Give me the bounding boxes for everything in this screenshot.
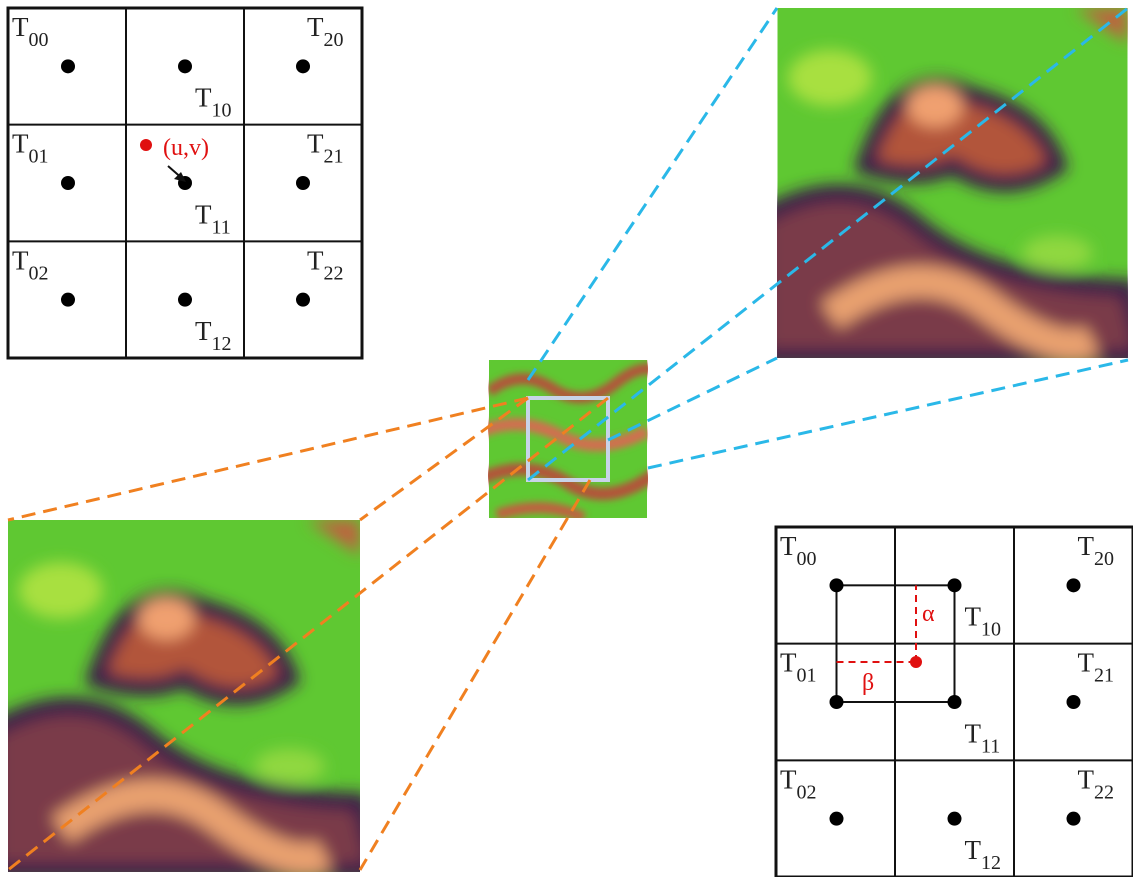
texel-center xyxy=(947,695,962,709)
texture-thumbnail xyxy=(481,360,663,518)
label-base: T xyxy=(307,245,324,275)
texel-center xyxy=(829,578,844,593)
texel-center xyxy=(1066,811,1081,826)
label-base: T xyxy=(12,129,29,159)
texel-label: T00 xyxy=(780,531,817,570)
beta-label: β xyxy=(862,670,874,696)
sample-point xyxy=(910,656,922,668)
texel-center xyxy=(947,578,962,593)
texel-label: T12 xyxy=(965,835,1002,874)
texel-label: T22 xyxy=(307,245,344,284)
texel-label: T12 xyxy=(195,316,232,355)
texel-center xyxy=(296,292,310,307)
texel-label: T00 xyxy=(12,12,49,51)
texel-label: T01 xyxy=(12,129,49,168)
texel-label: T02 xyxy=(12,245,49,284)
label-sub: 02 xyxy=(29,262,49,284)
texel-center xyxy=(61,176,75,190)
label-base: T xyxy=(12,12,29,42)
label-base: T xyxy=(965,718,982,748)
label-sub: 10 xyxy=(212,100,232,122)
texel-center xyxy=(947,811,962,826)
texel-label: T21 xyxy=(1078,648,1115,687)
texel-center xyxy=(1066,695,1081,709)
arrow-head xyxy=(174,172,186,182)
alpha-label: α xyxy=(922,601,935,627)
texel-label: T11 xyxy=(965,718,1001,757)
label-sub: 12 xyxy=(981,852,1001,874)
label-base: T xyxy=(1078,648,1095,678)
label-sub: 20 xyxy=(324,29,344,51)
texel-label: T20 xyxy=(307,12,344,51)
texel-center xyxy=(829,695,844,709)
sample-label: (u,v) xyxy=(163,135,209,161)
label-base: T xyxy=(195,83,212,113)
texel-label: T11 xyxy=(195,199,231,238)
label-sub: 01 xyxy=(797,665,817,687)
texel-center xyxy=(829,811,844,826)
interp-square xyxy=(835,584,956,703)
label-base: T xyxy=(780,764,797,794)
texel-center xyxy=(61,292,75,307)
label-base: T xyxy=(195,316,212,346)
label-sub: 22 xyxy=(1094,781,1114,803)
texel-center xyxy=(178,59,192,74)
label-base: T xyxy=(780,531,797,561)
label-base: T xyxy=(1078,764,1095,794)
texel-label: T02 xyxy=(780,764,817,803)
zoom-pixel xyxy=(0,520,378,872)
texel-center xyxy=(296,176,310,190)
label-base: T xyxy=(307,12,324,42)
label-sub: 01 xyxy=(29,146,49,168)
sample-point xyxy=(140,139,152,151)
label-base: T xyxy=(1078,531,1095,561)
texel-center xyxy=(61,59,75,74)
label-base: T xyxy=(780,648,797,678)
texel-label: T22 xyxy=(1078,764,1115,803)
zoom-lines xyxy=(7,6,1129,872)
texel-center xyxy=(178,292,192,307)
label-sub: 20 xyxy=(1094,548,1114,570)
texel-label: T10 xyxy=(195,83,232,122)
label-sub: 22 xyxy=(324,262,344,284)
label-sub: 11 xyxy=(981,735,1000,757)
texel-label: T21 xyxy=(307,129,344,168)
label-base: T xyxy=(965,602,982,632)
label-sub: 21 xyxy=(1094,665,1114,687)
label-base: T xyxy=(12,245,29,275)
zoom-smooth xyxy=(760,8,1133,358)
label-sub: 10 xyxy=(981,619,1001,641)
texel-center xyxy=(296,59,310,74)
label-sub: 00 xyxy=(29,29,49,51)
label-base: T xyxy=(307,129,324,159)
label-base: T xyxy=(195,199,212,229)
texel-label: T10 xyxy=(965,602,1002,641)
texel-center xyxy=(1066,578,1081,593)
texel-label: T01 xyxy=(780,648,817,687)
label-sub: 12 xyxy=(212,333,232,355)
label-sub: 11 xyxy=(212,216,231,238)
label-sub: 00 xyxy=(797,548,817,570)
texel-label: T20 xyxy=(1078,531,1115,570)
label-sub: 21 xyxy=(324,146,344,168)
label-sub: 02 xyxy=(797,781,817,803)
label-base: T xyxy=(965,835,982,865)
